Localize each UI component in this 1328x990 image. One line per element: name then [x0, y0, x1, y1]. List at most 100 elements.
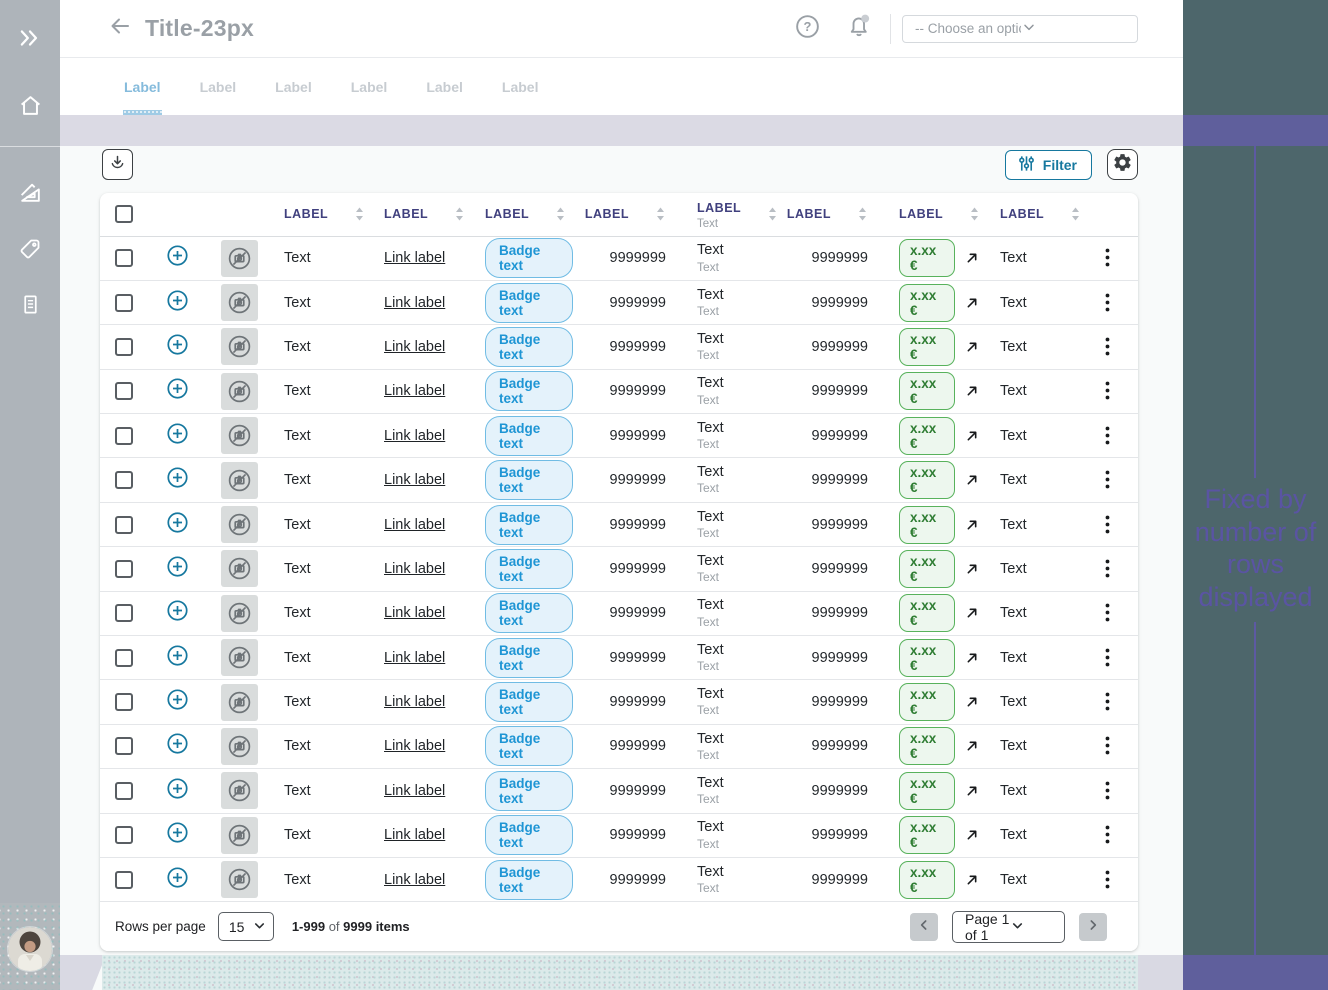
add-icon[interactable] — [166, 555, 189, 578]
cell-link[interactable]: Link label — [384, 428, 445, 444]
more-icon[interactable] — [1097, 866, 1118, 893]
cell-link[interactable]: Link label — [384, 295, 445, 311]
prev-page-button[interactable] — [910, 913, 938, 941]
tab-4[interactable]: Label — [426, 58, 463, 115]
next-page-button[interactable] — [1079, 913, 1107, 941]
sidebar-item-documents[interactable] — [0, 279, 60, 335]
arrow-up-right-icon[interactable] — [964, 694, 980, 710]
sort-icon[interactable] — [969, 207, 980, 221]
add-icon[interactable] — [166, 821, 189, 844]
arrow-up-right-icon[interactable] — [964, 738, 980, 754]
cell-link[interactable]: Link label — [384, 383, 445, 399]
add-icon[interactable] — [166, 866, 189, 889]
more-icon[interactable] — [1097, 644, 1118, 671]
sort-icon[interactable] — [655, 207, 666, 221]
more-icon[interactable] — [1097, 777, 1118, 804]
add-icon[interactable] — [166, 688, 189, 711]
sidebar-item-tags[interactable] — [0, 223, 60, 279]
add-icon[interactable] — [166, 377, 189, 400]
add-icon[interactable] — [166, 466, 189, 489]
cell-link[interactable]: Link label — [384, 650, 445, 666]
tab-2[interactable]: Label — [275, 58, 312, 115]
arrow-up-right-icon[interactable] — [964, 783, 980, 799]
row-checkbox[interactable] — [115, 871, 133, 889]
arrow-up-right-icon[interactable] — [964, 428, 980, 444]
arrow-up-right-icon[interactable] — [964, 650, 980, 666]
add-icon[interactable] — [166, 333, 189, 356]
add-icon[interactable] — [166, 422, 189, 445]
cell-link[interactable]: Link label — [384, 827, 445, 843]
help-button[interactable]: ? — [790, 12, 824, 46]
tab-1[interactable]: Label — [200, 58, 237, 115]
notifications-button[interactable] — [842, 12, 876, 46]
back-button[interactable] — [106, 15, 134, 43]
arrow-up-right-icon[interactable] — [964, 472, 980, 488]
arrow-up-right-icon[interactable] — [964, 605, 980, 621]
topbar-option-select[interactable]: -- Choose an option -- — [902, 15, 1138, 43]
row-checkbox[interactable] — [115, 604, 133, 622]
cell-link[interactable]: Link label — [384, 783, 445, 799]
settings-button[interactable] — [1107, 149, 1138, 180]
collapse-sidebar-button[interactable] — [0, 12, 60, 68]
arrow-up-right-icon[interactable] — [964, 250, 980, 266]
sort-icon[interactable] — [857, 207, 868, 221]
arrow-up-right-icon[interactable] — [964, 383, 980, 399]
add-icon[interactable] — [166, 732, 189, 755]
arrow-up-right-icon[interactable] — [964, 872, 980, 888]
tab-3[interactable]: Label — [351, 58, 388, 115]
download-button[interactable] — [102, 149, 133, 180]
more-icon[interactable] — [1097, 688, 1118, 715]
sort-icon[interactable] — [1070, 207, 1081, 221]
add-icon[interactable] — [166, 511, 189, 534]
row-checkbox[interactable] — [115, 516, 133, 534]
row-checkbox[interactable] — [115, 782, 133, 800]
more-icon[interactable] — [1097, 244, 1118, 271]
more-icon[interactable] — [1097, 511, 1118, 538]
more-icon[interactable] — [1097, 466, 1118, 493]
arrow-up-right-icon[interactable] — [964, 339, 980, 355]
cell-link[interactable]: Link label — [384, 250, 445, 266]
arrow-up-right-icon[interactable] — [964, 295, 980, 311]
row-checkbox[interactable] — [115, 560, 133, 578]
more-icon[interactable] — [1097, 422, 1118, 449]
sort-icon[interactable] — [454, 207, 465, 221]
row-checkbox[interactable] — [115, 471, 133, 489]
row-checkbox[interactable] — [115, 294, 133, 312]
more-icon[interactable] — [1097, 289, 1118, 316]
add-icon[interactable] — [166, 644, 189, 667]
filter-button[interactable]: Filter — [1005, 150, 1092, 180]
add-icon[interactable] — [166, 777, 189, 800]
cell-link[interactable]: Link label — [384, 605, 445, 621]
add-icon[interactable] — [166, 244, 189, 267]
rows-per-page-select[interactable]: 15 — [218, 912, 274, 941]
cell-link[interactable]: Link label — [384, 738, 445, 754]
arrow-up-right-icon[interactable] — [964, 517, 980, 533]
more-icon[interactable] — [1097, 377, 1118, 404]
cell-link[interactable]: Link label — [384, 472, 445, 488]
more-icon[interactable] — [1097, 555, 1118, 582]
tab-0[interactable]: Label — [124, 58, 161, 115]
page-select[interactable]: Page 1 of 1 — [952, 911, 1065, 943]
more-icon[interactable] — [1097, 333, 1118, 360]
cell-link[interactable]: Link label — [384, 339, 445, 355]
row-checkbox[interactable] — [115, 693, 133, 711]
row-checkbox[interactable] — [115, 737, 133, 755]
row-checkbox[interactable] — [115, 427, 133, 445]
row-checkbox[interactable] — [115, 649, 133, 667]
cell-link[interactable]: Link label — [384, 872, 445, 888]
row-checkbox[interactable] — [115, 382, 133, 400]
sidebar-item-home[interactable] — [0, 80, 60, 136]
cell-link[interactable]: Link label — [384, 694, 445, 710]
more-icon[interactable] — [1097, 821, 1118, 848]
cell-link[interactable]: Link label — [384, 561, 445, 577]
sidebar-item-design[interactable] — [0, 167, 60, 223]
cell-link[interactable]: Link label — [384, 517, 445, 533]
row-checkbox[interactable] — [115, 826, 133, 844]
row-checkbox[interactable] — [115, 338, 133, 356]
more-icon[interactable] — [1097, 599, 1118, 626]
arrow-up-right-icon[interactable] — [964, 561, 980, 577]
row-checkbox[interactable] — [115, 249, 133, 267]
arrow-up-right-icon[interactable] — [964, 827, 980, 843]
user-avatar[interactable] — [8, 927, 52, 971]
add-icon[interactable] — [166, 289, 189, 312]
